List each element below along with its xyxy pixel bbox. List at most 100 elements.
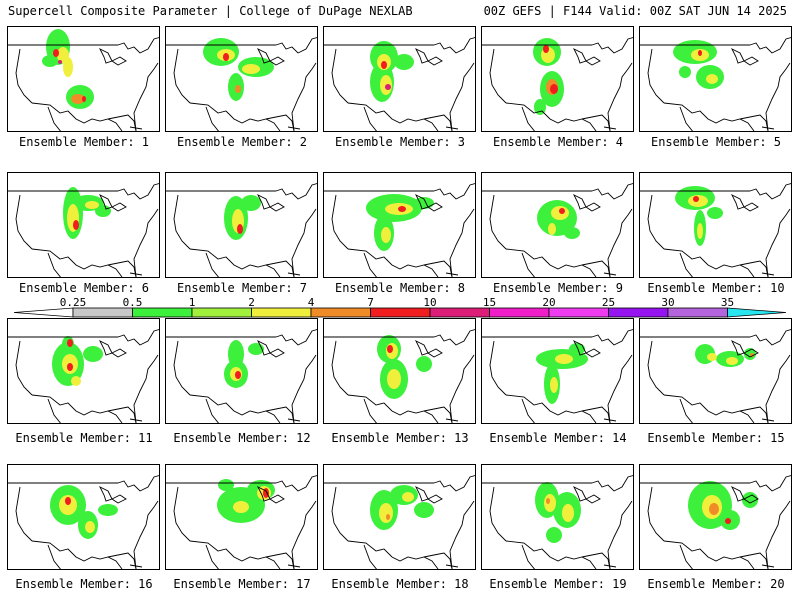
colorbar-tick-label: 10 xyxy=(423,296,436,309)
ensemble-map-panel xyxy=(323,26,476,132)
map-boundary-line xyxy=(581,260,611,277)
map-boundary-line xyxy=(521,544,535,569)
ensemble-member-label: Ensemble Member: 8 xyxy=(334,281,466,295)
map-boundary-line xyxy=(205,544,219,569)
map-boundary-line xyxy=(205,252,219,277)
map-boundary-line xyxy=(607,208,633,277)
colorbar-tick-label: 2 xyxy=(248,296,255,309)
colorbar-segment xyxy=(370,307,431,318)
map-boundary-line xyxy=(572,193,587,210)
ensemble-member-label: Ensemble Member: 12 xyxy=(173,431,311,445)
map-boundary-line xyxy=(730,47,745,64)
ensemble-map-panel xyxy=(165,318,318,424)
map-boundary-line xyxy=(331,48,349,104)
map-boundary-line xyxy=(585,348,601,358)
map-boundary-line xyxy=(133,354,159,423)
map-boundary-line xyxy=(423,260,453,277)
scp-contour-area xyxy=(550,377,558,393)
scp-contour-area xyxy=(707,207,723,219)
map-boundary-line xyxy=(572,47,587,64)
ensemble-member-label: Ensemble Member: 1 xyxy=(18,135,150,149)
scp-contour-area xyxy=(95,205,111,217)
map-boundary-line xyxy=(603,564,617,568)
map-boundary-line xyxy=(331,340,349,396)
scp-contour-area xyxy=(548,223,556,235)
map-boundary-line xyxy=(585,56,601,66)
map-boundary-line xyxy=(107,260,137,277)
map-boundary-line xyxy=(591,329,633,346)
map-boundary-line xyxy=(98,47,113,64)
ensemble-map-panel xyxy=(7,464,160,570)
colorbar-tick-label: 0.5 xyxy=(123,296,143,309)
map-boundary-line xyxy=(765,354,791,423)
ensemble-map-panel xyxy=(481,26,634,132)
map-boundary-line xyxy=(256,193,271,210)
scp-contour-area xyxy=(379,503,393,523)
map-boundary-line xyxy=(505,394,597,423)
map-boundary-line xyxy=(31,102,123,131)
map-boundary-line xyxy=(647,340,665,396)
map-boundary-line xyxy=(256,339,271,356)
scp-field-map xyxy=(324,475,475,569)
scp-contour-area xyxy=(223,53,229,61)
map-boundary-line xyxy=(189,102,281,131)
map-boundary-line xyxy=(449,354,475,423)
scp-field-map xyxy=(166,183,317,277)
scp-contour-area xyxy=(709,503,719,515)
ensemble-map-panel xyxy=(481,318,634,424)
map-boundary-line xyxy=(761,126,775,130)
ensemble-member-label: Ensemble Member: 2 xyxy=(176,135,308,149)
scp-contour-area xyxy=(706,74,718,84)
scp-contour-area xyxy=(698,50,702,56)
ensemble-map-panel xyxy=(165,464,318,570)
map-boundary-line xyxy=(591,37,633,54)
map-boundary-line xyxy=(663,102,755,131)
scp-field-map xyxy=(640,475,791,569)
map-boundary-line xyxy=(521,106,535,131)
map-boundary-line xyxy=(117,183,159,200)
scp-contour-area xyxy=(381,61,387,69)
map-boundary-line xyxy=(331,194,349,250)
map-boundary-line xyxy=(111,494,127,504)
map-boundary-line xyxy=(761,272,775,276)
map-boundary-line xyxy=(427,494,443,504)
map-boundary-line xyxy=(607,500,633,569)
map-boundary-line xyxy=(765,500,791,569)
map-boundary-line xyxy=(581,406,611,423)
map-boundary-line xyxy=(269,348,285,358)
scp-field-map xyxy=(324,329,475,423)
scp-contour-area xyxy=(543,45,549,53)
map-boundary-line xyxy=(445,272,459,276)
scp-contour-area xyxy=(71,94,85,104)
ensemble-member-label: Ensemble Member: 3 xyxy=(334,135,466,149)
scp-contour-area xyxy=(82,96,86,102)
scp-contour-area xyxy=(697,223,703,239)
map-boundary-line xyxy=(205,398,219,423)
map-boundary-line xyxy=(133,500,159,569)
map-boundary-line xyxy=(347,102,439,131)
scp-contour-area xyxy=(242,64,260,74)
map-boundary-line xyxy=(363,106,377,131)
scp-field-map xyxy=(482,37,633,131)
scp-field-map xyxy=(8,29,159,131)
map-boundary-line xyxy=(269,56,285,66)
scp-contour-area xyxy=(42,55,58,67)
ensemble-member-label: Ensemble Member: 18 xyxy=(331,577,469,591)
scp-contour-area xyxy=(237,224,243,234)
scp-field-map xyxy=(482,329,633,423)
map-boundary-line xyxy=(679,252,693,277)
ensemble-member-label: Ensemble Member: 20 xyxy=(647,577,785,591)
map-boundary-line xyxy=(445,126,459,130)
scp-contour-area xyxy=(63,57,73,77)
map-boundary-line xyxy=(414,47,429,64)
map-boundary-line xyxy=(291,354,317,423)
map-boundary-line xyxy=(730,485,745,502)
map-boundary-line xyxy=(607,354,633,423)
map-boundary-line xyxy=(647,486,665,542)
map-boundary-line xyxy=(133,62,159,131)
scp-contour-area xyxy=(546,527,562,543)
scp-contour-area xyxy=(83,346,103,362)
scp-field-map xyxy=(324,183,475,277)
map-boundary-line xyxy=(47,544,61,569)
scp-contour-area xyxy=(58,60,62,64)
